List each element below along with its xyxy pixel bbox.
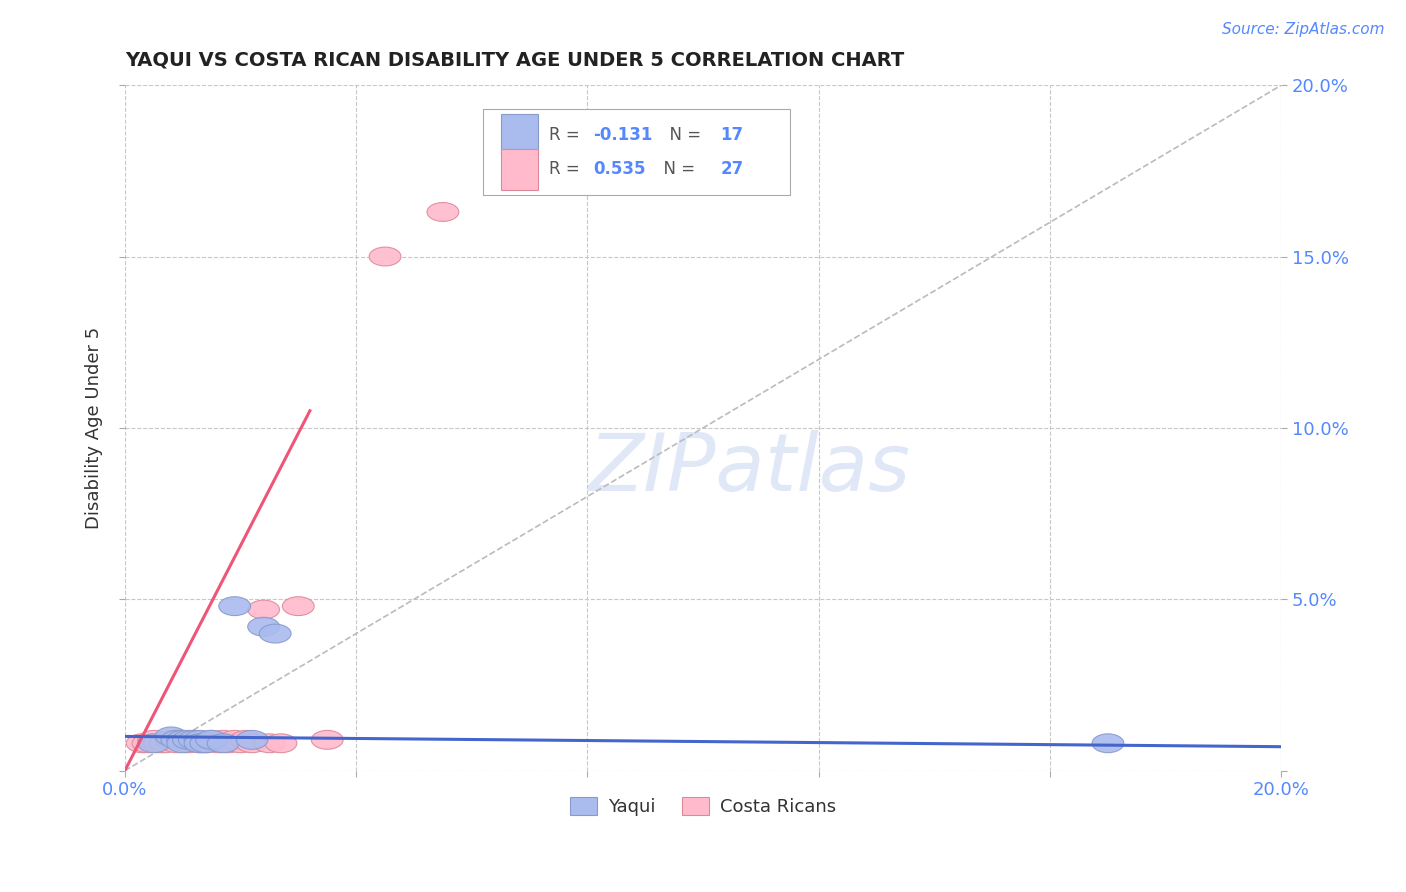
Ellipse shape — [190, 734, 222, 753]
Ellipse shape — [219, 597, 250, 615]
Legend: Yaqui, Costa Ricans: Yaqui, Costa Ricans — [562, 789, 844, 823]
Ellipse shape — [266, 734, 297, 753]
Ellipse shape — [225, 734, 256, 753]
Ellipse shape — [179, 731, 209, 749]
Ellipse shape — [219, 731, 250, 749]
Text: 0.535: 0.535 — [593, 161, 645, 178]
Text: N =: N = — [654, 161, 700, 178]
Ellipse shape — [201, 734, 233, 753]
Text: R =: R = — [550, 126, 585, 144]
Ellipse shape — [143, 734, 176, 753]
Ellipse shape — [195, 731, 228, 749]
Ellipse shape — [127, 734, 157, 753]
Ellipse shape — [207, 731, 239, 749]
Ellipse shape — [138, 734, 170, 753]
Ellipse shape — [231, 731, 262, 749]
Ellipse shape — [167, 734, 198, 753]
Ellipse shape — [1092, 734, 1123, 753]
Ellipse shape — [138, 731, 170, 749]
Ellipse shape — [173, 731, 204, 749]
Ellipse shape — [173, 734, 204, 753]
Text: ZIPatlas: ZIPatlas — [588, 430, 911, 508]
Text: -0.131: -0.131 — [593, 126, 652, 144]
FancyBboxPatch shape — [501, 149, 537, 189]
Ellipse shape — [370, 247, 401, 266]
Ellipse shape — [236, 734, 269, 753]
Text: Source: ZipAtlas.com: Source: ZipAtlas.com — [1222, 22, 1385, 37]
Text: YAQUI VS COSTA RICAN DISABILITY AGE UNDER 5 CORRELATION CHART: YAQUI VS COSTA RICAN DISABILITY AGE UNDE… — [125, 51, 904, 70]
Ellipse shape — [132, 734, 165, 753]
Y-axis label: Disability Age Under 5: Disability Age Under 5 — [86, 326, 103, 529]
Ellipse shape — [160, 731, 193, 749]
Ellipse shape — [207, 734, 239, 753]
Ellipse shape — [195, 731, 228, 749]
Ellipse shape — [253, 734, 285, 753]
Ellipse shape — [167, 731, 198, 749]
Ellipse shape — [155, 727, 187, 746]
Ellipse shape — [259, 624, 291, 643]
Ellipse shape — [155, 731, 187, 749]
Ellipse shape — [179, 731, 209, 749]
Ellipse shape — [247, 600, 280, 619]
Ellipse shape — [283, 597, 314, 615]
Ellipse shape — [247, 617, 280, 636]
Ellipse shape — [236, 731, 269, 749]
Ellipse shape — [149, 734, 181, 753]
Ellipse shape — [184, 734, 217, 753]
Ellipse shape — [160, 734, 193, 753]
Ellipse shape — [184, 731, 217, 749]
Text: R =: R = — [550, 161, 585, 178]
Ellipse shape — [167, 731, 198, 749]
Text: 17: 17 — [720, 126, 744, 144]
Text: 27: 27 — [720, 161, 744, 178]
Ellipse shape — [190, 734, 222, 753]
Text: N =: N = — [659, 126, 707, 144]
Ellipse shape — [311, 731, 343, 749]
Ellipse shape — [184, 734, 217, 753]
FancyBboxPatch shape — [501, 114, 537, 155]
Ellipse shape — [427, 202, 458, 221]
FancyBboxPatch shape — [484, 109, 790, 194]
Ellipse shape — [214, 734, 245, 753]
